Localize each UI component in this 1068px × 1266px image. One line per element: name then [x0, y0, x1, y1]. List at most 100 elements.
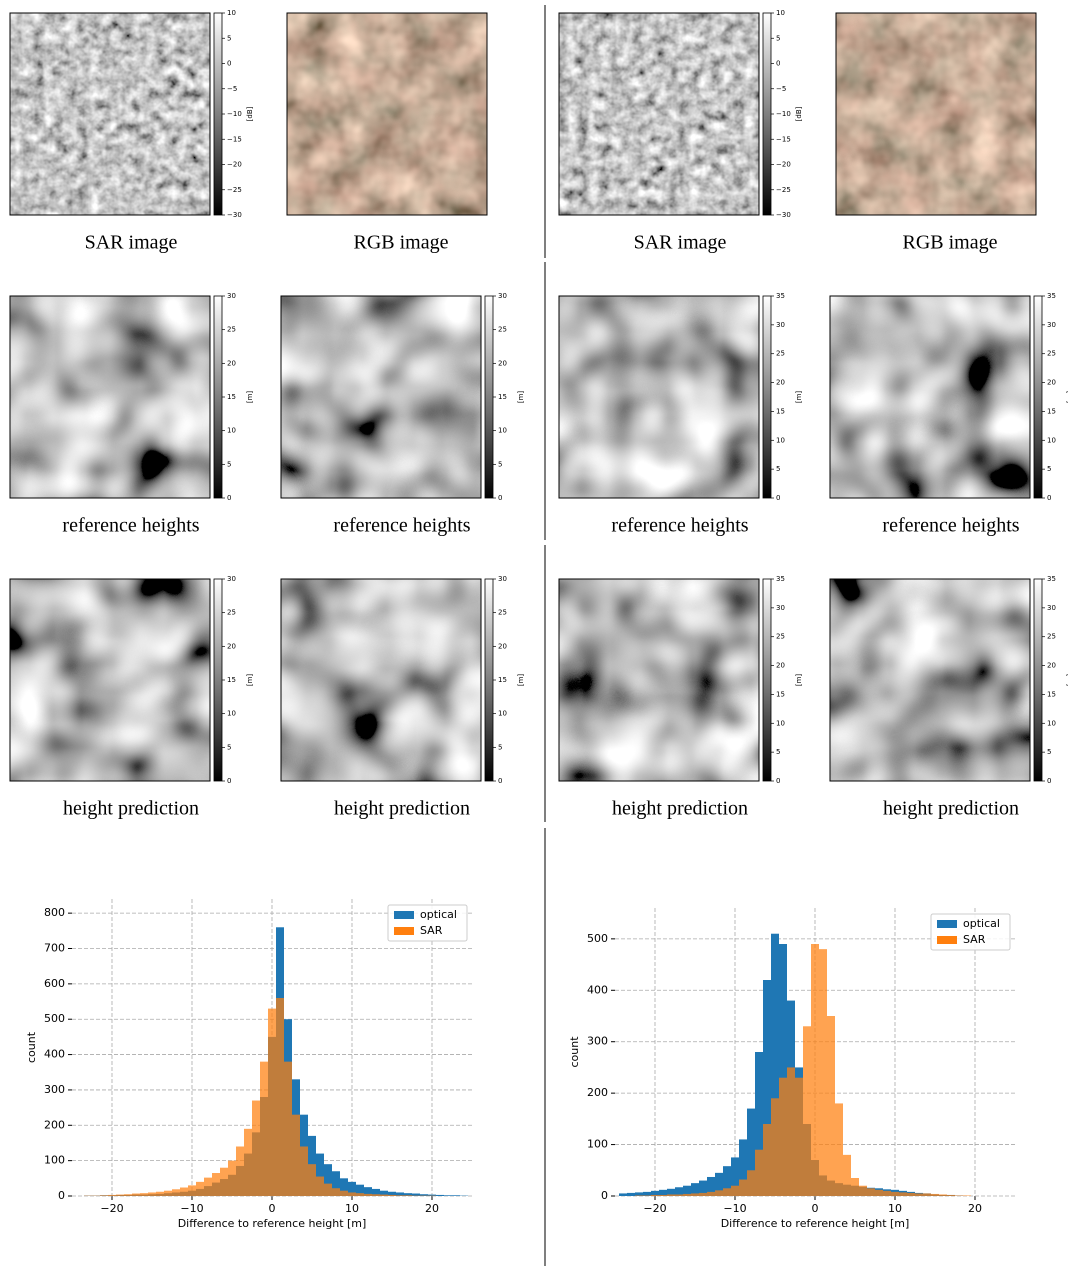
histogram-bar: [308, 1164, 316, 1196]
colorbar: [1034, 296, 1042, 498]
x-tick-label: 0: [812, 1202, 819, 1215]
histogram-bar: [747, 1170, 755, 1196]
colorbar: [485, 579, 493, 781]
y-axis-label: count: [25, 1031, 38, 1063]
histogram-bar: [396, 1195, 404, 1196]
colorbar-tick-label: 5: [227, 743, 231, 751]
colorbar-tick-label: 30: [776, 321, 785, 329]
histogram-bar: [819, 949, 827, 1196]
caption: SAR image: [85, 232, 178, 254]
colorbar-tick-label: 35: [776, 292, 785, 300]
colorbar-tick-label: 20: [227, 359, 236, 367]
histogram-bar: [124, 1194, 132, 1196]
colorbar-tick-label: 0: [498, 777, 502, 785]
histogram-bar: [659, 1195, 667, 1196]
x-axis-label: Difference to reference height [m]: [178, 1217, 367, 1230]
histogram-bar: [164, 1191, 172, 1196]
y-tick-label: 0: [58, 1189, 65, 1202]
colorbar-tick-label: 25: [227, 326, 236, 334]
y-tick-label: 200: [587, 1086, 608, 1099]
colorbar-tick-label: 0: [498, 494, 502, 502]
y-tick-label: 600: [44, 977, 65, 990]
y-tick-label: 0: [601, 1189, 608, 1202]
histogram-bar: [436, 1195, 444, 1196]
caption: RGB image: [903, 232, 998, 254]
colorbar-tick-label: 5: [227, 460, 231, 468]
histogram-bar: [731, 1186, 739, 1196]
colorbar-tick-label: 0: [227, 494, 231, 502]
histogram-bar: [452, 1195, 460, 1196]
colorbar: [485, 296, 493, 498]
colorbar-label: [m]: [795, 391, 803, 404]
histogram-bar: [683, 1194, 691, 1196]
colorbar-tick-label: 10: [1047, 719, 1056, 727]
y-tick-label: 400: [44, 1048, 65, 1061]
colorbar-tick-label: 25: [227, 609, 236, 617]
colorbar-tick-label: 10: [498, 710, 507, 718]
histogram-bar: [707, 1192, 715, 1196]
histogram-bar: [276, 998, 284, 1196]
histogram-bar: [324, 1184, 332, 1196]
histogram-bar: [116, 1195, 124, 1196]
y-tick-label: 800: [44, 906, 65, 919]
y-tick-label: 300: [587, 1035, 608, 1048]
legend-label: optical: [420, 908, 457, 921]
image: [10, 579, 210, 781]
histogram-bar: [763, 1124, 771, 1196]
histogram-bar: [923, 1193, 931, 1196]
x-tick-label: 20: [425, 1202, 439, 1215]
colorbar: [214, 579, 222, 781]
y-tick-label: 700: [44, 942, 65, 955]
caption: SAR image: [634, 232, 727, 254]
colorbar-tick-label: 30: [1047, 321, 1056, 329]
image: [10, 13, 210, 215]
colorbar-tick-label: −5: [776, 85, 786, 93]
colorbar: [763, 296, 771, 498]
figure: 1050−5−10−15−20−25−30[dB]SAR imageRGB im…: [0, 0, 1068, 1266]
histogram-bar: [715, 1190, 723, 1196]
y-tick-label: 500: [587, 932, 608, 945]
histogram-bar: [723, 1188, 731, 1196]
caption: height prediction: [63, 798, 199, 820]
image: [10, 296, 210, 498]
histogram-bar: [875, 1190, 883, 1196]
x-tick-label: 0: [269, 1202, 276, 1215]
caption: reference heights: [882, 515, 1019, 537]
colorbar-tick-label: 5: [498, 460, 502, 468]
histogram-bar: [348, 1192, 356, 1196]
histogram-bar: [188, 1185, 196, 1196]
histogram-bar: [851, 1178, 859, 1196]
x-tick-label: 10: [345, 1202, 359, 1215]
histogram-bar: [859, 1186, 867, 1196]
colorbar-tick-label: 10: [227, 9, 236, 17]
legend-swatch: [394, 911, 414, 919]
x-tick-label: 20: [968, 1202, 982, 1215]
colorbar-tick-label: 0: [776, 494, 780, 502]
caption: height prediction: [883, 798, 1019, 820]
colorbar-tick-label: 25: [498, 609, 507, 617]
histogram-bar: [284, 1062, 292, 1196]
caption: reference heights: [62, 515, 199, 537]
colorbar-tick-label: 10: [498, 427, 507, 435]
histogram-bar: [803, 1026, 811, 1196]
histogram-bar: [316, 1177, 324, 1196]
colorbar-tick-label: 25: [1047, 350, 1056, 358]
histogram-bar: [883, 1191, 891, 1196]
y-tick-label: 100: [44, 1154, 65, 1167]
histogram-bar: [835, 1103, 843, 1196]
colorbar-tick-label: 15: [227, 676, 236, 684]
colorbar-tick-label: 20: [776, 662, 785, 670]
histogram-bar: [891, 1192, 899, 1196]
colorbar-tick-label: 15: [1047, 407, 1056, 415]
legend-swatch: [394, 927, 414, 935]
x-tick-label: 10: [888, 1202, 902, 1215]
colorbar-tick-label: 5: [776, 465, 780, 473]
image: [559, 579, 759, 781]
colorbar-tick-label: −20: [227, 161, 242, 169]
histogram-bar: [691, 1193, 699, 1196]
colorbar-tick-label: 10: [776, 719, 785, 727]
histogram-bar: [372, 1194, 380, 1196]
histogram-bar: [811, 944, 819, 1196]
caption: reference heights: [333, 515, 470, 537]
colorbar-tick-label: 0: [227, 777, 231, 785]
